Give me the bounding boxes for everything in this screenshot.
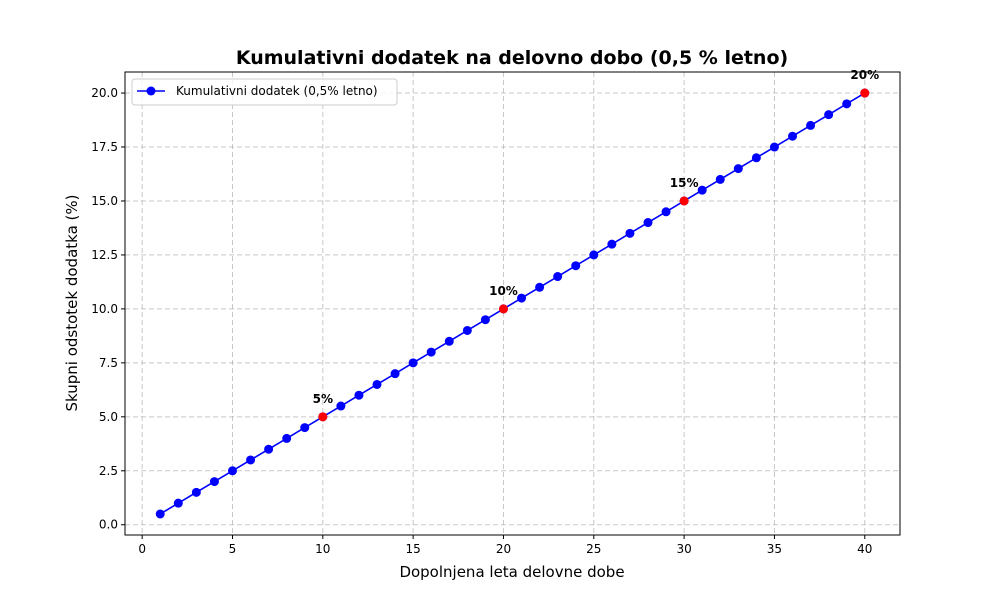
data-point [788, 131, 798, 141]
data-point [571, 261, 581, 271]
data-point [282, 433, 292, 443]
y-tick-label: 17.5 [91, 140, 118, 154]
x-tick-label: 35 [767, 542, 782, 556]
x-tick-label: 10 [315, 542, 330, 556]
y-tick-label: 5.0 [99, 410, 118, 424]
data-point [191, 487, 201, 497]
y-axis-label: Skupni odstotek dodatka (%) [63, 195, 81, 412]
data-point [553, 272, 563, 282]
highlight-label: 5% [313, 392, 333, 406]
data-point [535, 282, 545, 292]
x-tick-label: 20 [496, 542, 511, 556]
data-point [733, 164, 743, 174]
data-point [661, 207, 671, 217]
x-tick-label: 40 [857, 542, 872, 556]
data-point [227, 466, 237, 476]
y-tick-label: 15.0 [91, 194, 118, 208]
data-point [372, 379, 382, 389]
data-point [625, 228, 635, 238]
data-point [715, 174, 725, 184]
data-point [480, 315, 490, 325]
legend-label: Kumulativni dodatek (0,5% letno) [176, 84, 378, 98]
highlight-point [318, 412, 328, 422]
highlight-point [860, 88, 870, 98]
highlight-label: 20% [850, 68, 879, 82]
data-point [173, 498, 183, 508]
data-point [589, 250, 599, 260]
y-tick-label: 0.0 [99, 518, 118, 532]
data-point [769, 142, 779, 152]
data-point [426, 347, 436, 357]
data-point [607, 239, 617, 249]
data-point [643, 218, 653, 228]
data-point [390, 369, 400, 379]
highlight-label: 15% [670, 176, 699, 190]
data-point [354, 390, 364, 400]
data-point [209, 477, 219, 487]
data-point [806, 120, 816, 130]
y-tick-label: 20.0 [91, 86, 118, 100]
plot-frame [124, 71, 901, 536]
data-point [824, 110, 834, 120]
axes: 0 5 10 15 20 25 30 35 40 0.0 2.5 5.0 7.5 10.0 12.5 15.0… [91, 86, 872, 556]
legend: Kumulativni dodatek (0,5% letno) [131, 78, 398, 106]
series-line [159, 92, 866, 515]
data-point [408, 358, 418, 368]
data-point [264, 444, 274, 454]
chart-title: Kumulativni dodatek na delovno dobo (0,5… [236, 47, 788, 69]
y-tick-label: 7.5 [99, 356, 118, 370]
y-tick-label: 10.0 [91, 302, 118, 316]
y-tick-label: 2.5 [99, 464, 118, 478]
highlight-point [498, 304, 508, 314]
y-tick-label: 12.5 [91, 248, 118, 262]
x-tick-label: 0 [138, 542, 146, 556]
data-point [444, 336, 454, 346]
highlight-label: 10% [489, 284, 518, 298]
x-tick-label: 30 [676, 542, 691, 556]
legend-box [131, 78, 398, 106]
data-point [300, 423, 310, 433]
data-point [517, 293, 527, 303]
x-tick-label: 25 [586, 542, 601, 556]
data-point [246, 455, 256, 465]
data-point [336, 401, 346, 411]
data-point [751, 153, 761, 163]
plot-marks: 5% 10% 15% 20% [155, 68, 879, 519]
x-tick-label: 15 [406, 542, 421, 556]
data-point [155, 509, 165, 519]
legend-marker [146, 86, 156, 96]
x-axis-label: Dopolnjena leta delovne dobe [399, 563, 624, 581]
data-point [462, 325, 472, 335]
highlight-point [679, 196, 689, 206]
data-point [697, 185, 707, 195]
x-tick-label: 5 [229, 542, 237, 556]
data-point [842, 99, 852, 109]
